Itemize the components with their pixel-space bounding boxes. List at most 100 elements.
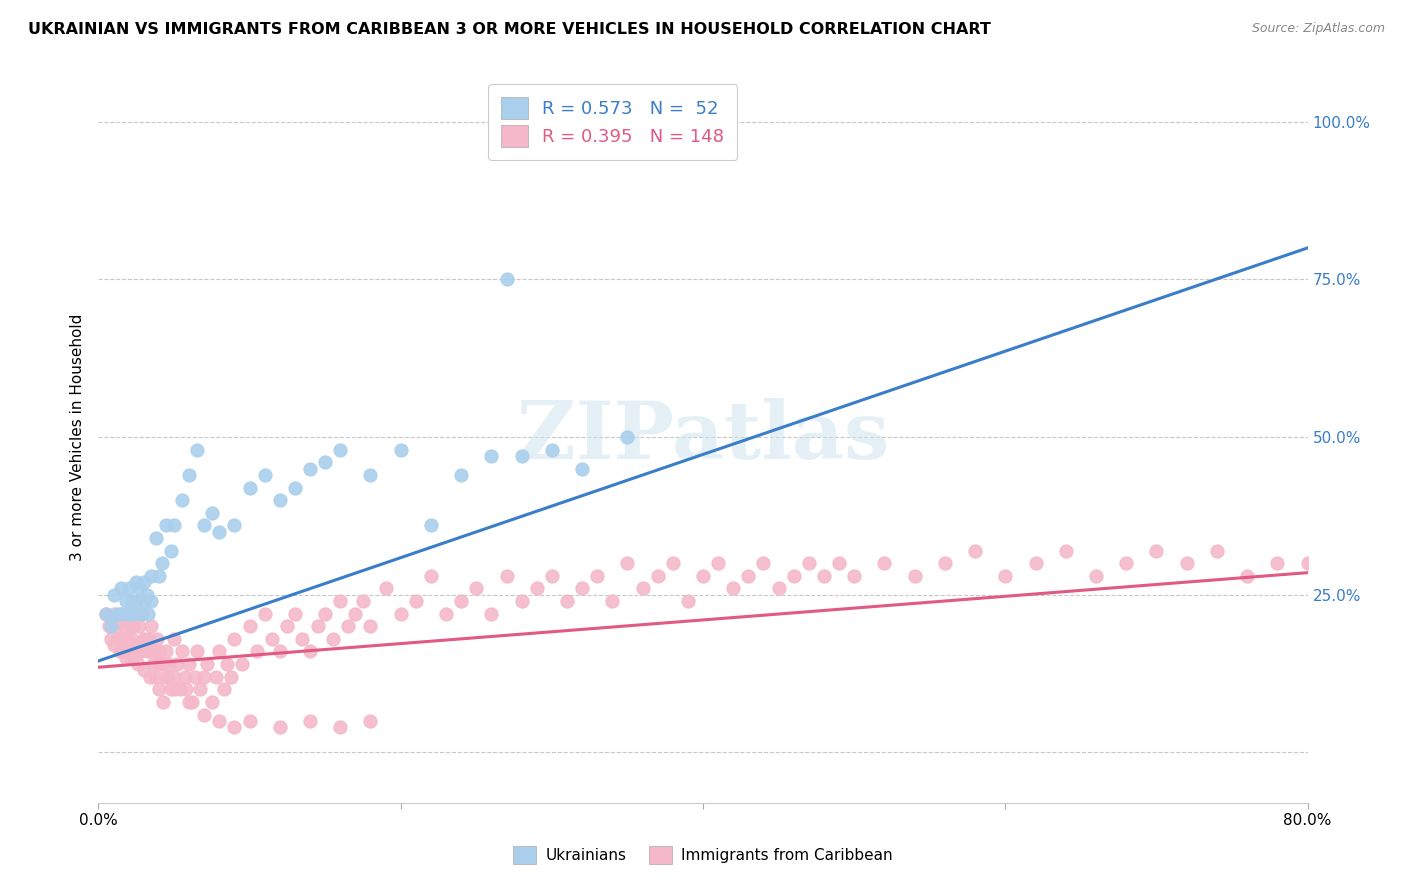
Point bbox=[148, 644, 170, 658]
Point bbox=[132, 632, 155, 646]
Point bbox=[128, 582, 150, 596]
Point bbox=[103, 607, 125, 621]
Point bbox=[797, 556, 820, 570]
Point bbox=[253, 607, 276, 621]
Point bbox=[135, 644, 157, 658]
Point bbox=[616, 556, 638, 570]
Point bbox=[540, 442, 562, 457]
Point bbox=[752, 556, 775, 570]
Point bbox=[246, 644, 269, 658]
Point bbox=[269, 720, 291, 734]
Point bbox=[555, 594, 578, 608]
Point bbox=[481, 607, 503, 621]
Point bbox=[329, 594, 352, 608]
Point bbox=[284, 607, 307, 621]
Point bbox=[208, 714, 231, 728]
Point bbox=[873, 556, 896, 570]
Point bbox=[360, 714, 382, 728]
Point bbox=[129, 644, 152, 658]
Point bbox=[112, 619, 135, 633]
Point bbox=[163, 518, 186, 533]
Point bbox=[481, 449, 503, 463]
Point bbox=[221, 670, 243, 684]
Point bbox=[150, 657, 173, 671]
Point bbox=[965, 543, 987, 558]
Point bbox=[179, 695, 201, 709]
Point bbox=[110, 582, 132, 596]
Point bbox=[239, 481, 262, 495]
Point bbox=[143, 644, 166, 658]
Point bbox=[118, 582, 141, 596]
Point bbox=[193, 518, 215, 533]
Point bbox=[125, 607, 148, 621]
Point bbox=[115, 632, 138, 646]
Point bbox=[163, 682, 186, 697]
Point bbox=[723, 582, 745, 596]
Point bbox=[768, 582, 790, 596]
Point bbox=[139, 670, 162, 684]
Point bbox=[299, 714, 322, 728]
Point bbox=[239, 619, 262, 633]
Point bbox=[179, 467, 201, 482]
Point bbox=[114, 607, 136, 621]
Point bbox=[155, 644, 177, 658]
Point bbox=[299, 461, 322, 475]
Point bbox=[173, 670, 195, 684]
Point bbox=[169, 682, 191, 697]
Point bbox=[224, 632, 246, 646]
Point bbox=[127, 657, 149, 671]
Point bbox=[125, 638, 148, 652]
Point bbox=[155, 670, 177, 684]
Point bbox=[121, 594, 143, 608]
Point bbox=[420, 569, 443, 583]
Point bbox=[844, 569, 866, 583]
Point bbox=[224, 720, 246, 734]
Point bbox=[231, 657, 253, 671]
Point bbox=[155, 518, 177, 533]
Point bbox=[179, 657, 201, 671]
Legend: Ukrainians, Immigrants from Caribbean: Ukrainians, Immigrants from Caribbean bbox=[508, 839, 898, 871]
Point bbox=[135, 588, 157, 602]
Point bbox=[108, 644, 131, 658]
Point bbox=[602, 594, 624, 608]
Point bbox=[103, 638, 125, 652]
Point bbox=[495, 272, 517, 286]
Point bbox=[510, 594, 533, 608]
Y-axis label: 3 or more Vehicles in Household: 3 or more Vehicles in Household bbox=[69, 313, 84, 561]
Point bbox=[1175, 556, 1198, 570]
Point bbox=[118, 607, 141, 621]
Point bbox=[125, 575, 148, 590]
Point bbox=[121, 632, 143, 646]
Point bbox=[344, 607, 367, 621]
Point bbox=[676, 594, 699, 608]
Point bbox=[193, 707, 215, 722]
Point bbox=[125, 594, 148, 608]
Point bbox=[145, 670, 167, 684]
Point bbox=[114, 650, 136, 665]
Point bbox=[224, 518, 246, 533]
Point bbox=[156, 670, 179, 684]
Point bbox=[141, 594, 163, 608]
Point bbox=[148, 569, 170, 583]
Point bbox=[276, 619, 298, 633]
Point bbox=[132, 594, 155, 608]
Point bbox=[208, 524, 231, 539]
Point bbox=[571, 461, 593, 475]
Point bbox=[188, 682, 211, 697]
Point bbox=[128, 619, 150, 633]
Point bbox=[336, 619, 359, 633]
Point bbox=[150, 556, 173, 570]
Point bbox=[110, 607, 132, 621]
Point bbox=[170, 644, 193, 658]
Point bbox=[118, 607, 141, 621]
Point bbox=[163, 632, 186, 646]
Point bbox=[329, 442, 352, 457]
Point bbox=[661, 556, 683, 570]
Point bbox=[1296, 556, 1319, 570]
Point bbox=[160, 682, 183, 697]
Point bbox=[114, 594, 136, 608]
Point bbox=[124, 644, 146, 658]
Point bbox=[526, 582, 548, 596]
Point bbox=[360, 619, 382, 633]
Point bbox=[170, 493, 193, 508]
